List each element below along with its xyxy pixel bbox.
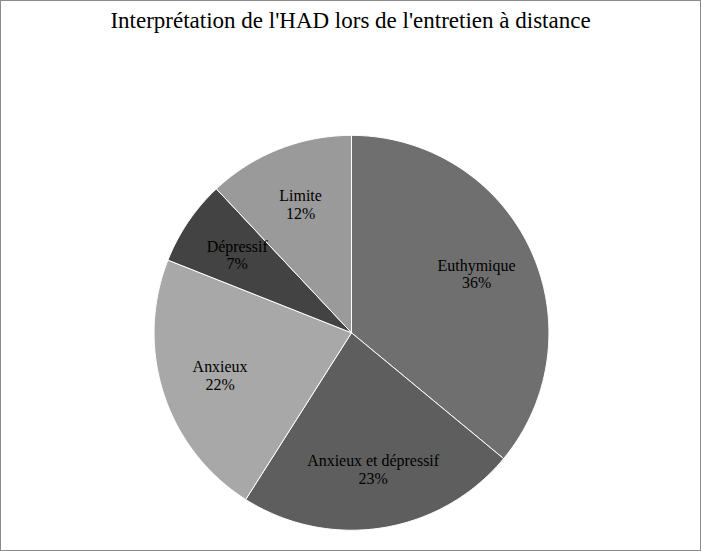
svg-text:Anxieux et dépressif23%: Anxieux et dépressif23% [307, 452, 440, 487]
svg-text:Limite12%: Limite12% [279, 187, 322, 222]
html-text:Interprétation de l'HAD lors d: Interprétation de l'HAD lors de l'entret… [110, 8, 591, 33]
svg-text:Dépressif7%: Dépressif7% [207, 238, 269, 273]
svg-text:Euthymique36%: Euthymique36% [438, 257, 516, 292]
svg-text:Anxieux22%: Anxieux22% [193, 358, 248, 393]
